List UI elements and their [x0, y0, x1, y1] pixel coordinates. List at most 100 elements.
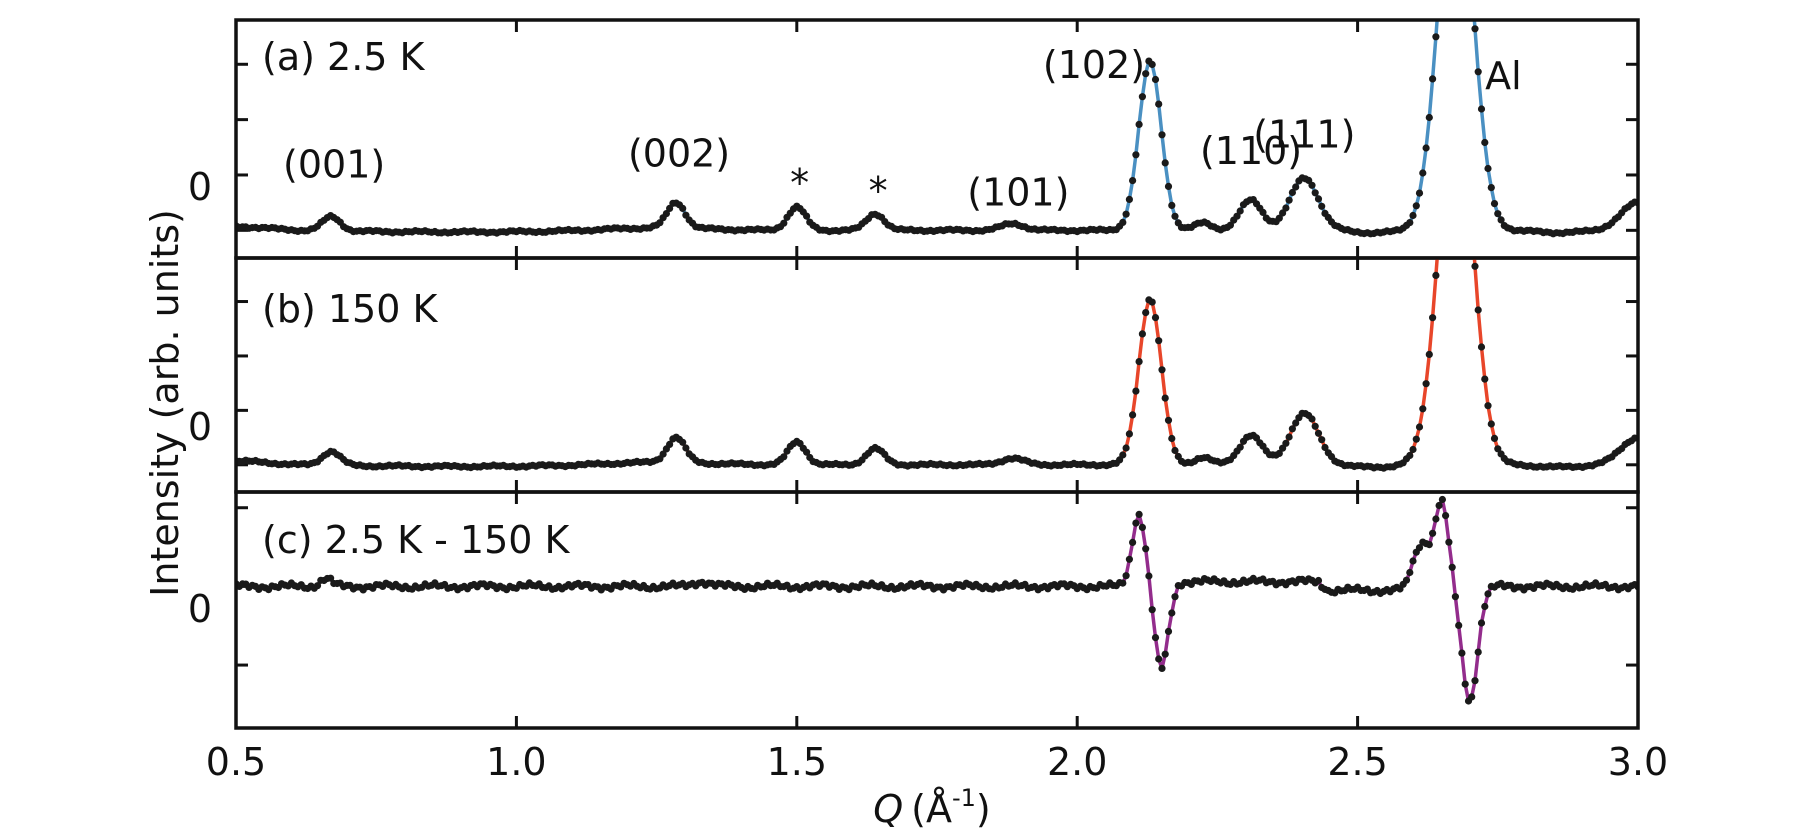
data-point [1275, 214, 1283, 222]
x-axis-label-unit: (Å [911, 787, 952, 831]
data-point [1138, 93, 1146, 101]
data-point [313, 582, 322, 590]
data-point [1308, 415, 1316, 423]
data-point [1236, 443, 1244, 451]
data-point [1409, 557, 1417, 565]
data-point [1132, 387, 1140, 395]
data-point [1122, 444, 1130, 452]
data-point [1462, 135, 1469, 142]
data-point [1125, 195, 1133, 203]
data-point [1477, 105, 1486, 113]
data-point [662, 210, 671, 218]
data-point [1474, 306, 1482, 314]
data-point [1292, 419, 1300, 427]
data-point [1497, 216, 1505, 224]
data-point [1282, 204, 1290, 212]
data-point [1155, 655, 1163, 663]
data-point [1292, 183, 1300, 191]
peak-annotation: (110) [1200, 129, 1302, 173]
data-point [1158, 366, 1166, 374]
data-point [1311, 189, 1319, 197]
panel-a-data [236, 20, 1638, 238]
peak-annotation: * [869, 169, 888, 213]
data-point [1132, 519, 1140, 527]
data-point [1415, 423, 1424, 431]
x-axis-label-exponent: -1 [952, 784, 976, 812]
data-point [1125, 430, 1133, 438]
data-point [1481, 602, 1489, 611]
data-point [1484, 402, 1492, 410]
data-point [1474, 68, 1482, 76]
x-axis-label-close: ) [976, 787, 991, 831]
panel-c-frame [234, 490, 1640, 730]
data-point [1168, 434, 1176, 443]
data-point [1148, 606, 1156, 614]
data-point [1129, 538, 1137, 547]
data-point [1164, 416, 1173, 424]
data-point [1425, 541, 1433, 549]
data-point [1490, 200, 1499, 208]
data-point [1435, 501, 1443, 510]
data-point [1164, 627, 1173, 636]
data-point [1164, 182, 1173, 190]
data-point [1142, 70, 1150, 78]
data-point [1148, 60, 1156, 69]
data-point [1442, 511, 1450, 520]
data-point [1487, 184, 1495, 192]
panel-b-zero-label: 0 [188, 405, 212, 449]
data-point [1458, 104, 1465, 111]
data-point [780, 453, 788, 461]
data-point [1412, 435, 1420, 443]
data-point [666, 204, 674, 212]
x-tick-label: 3.0 [1608, 740, 1668, 784]
data-point [1151, 75, 1160, 84]
data-point [1487, 420, 1495, 428]
data-point [1155, 337, 1163, 345]
data-point [1432, 271, 1440, 279]
data-point [1481, 138, 1489, 147]
data-point [1314, 195, 1323, 203]
data-point [1471, 677, 1479, 685]
data-point [1449, 89, 1456, 96]
data-point [803, 212, 811, 220]
data-point [1233, 212, 1241, 220]
data-point [679, 438, 687, 446]
panel-b-label: (b) 150 K [262, 287, 438, 331]
data-point [1148, 298, 1156, 306]
peak-annotation: Al [1485, 54, 1522, 98]
data-point [1429, 529, 1437, 537]
data-point [1135, 358, 1143, 366]
data-point [1415, 544, 1424, 552]
data-point [803, 448, 811, 456]
data-point [1236, 207, 1244, 215]
data-point [1161, 394, 1169, 402]
data-point [1477, 343, 1486, 351]
data-point [1455, 86, 1462, 93]
x-tick-label: 1.0 [486, 740, 546, 784]
data-point [1129, 177, 1137, 185]
data-point [1484, 164, 1492, 173]
data-point [1429, 314, 1437, 322]
data-point [1494, 445, 1502, 453]
panel-a: (a) 2.5 K 0 (001) (002) * * (101) (102) (110)(… [188, 18, 1640, 260]
data-point [1439, 184, 1446, 191]
data-point [1494, 210, 1502, 218]
data-point [1158, 131, 1166, 139]
data-point [1409, 211, 1417, 220]
data-point [1288, 425, 1296, 433]
data-point [1465, 175, 1472, 182]
data-point [1452, 79, 1459, 86]
data-point [1135, 120, 1143, 128]
x-tick-label: 0.5 [206, 740, 266, 784]
data-point [1168, 201, 1176, 209]
data-point [659, 450, 667, 458]
data-point [1419, 169, 1427, 177]
data-point [1119, 579, 1127, 587]
data-point [1311, 422, 1319, 430]
panel-b: (b) 150 K 0 [188, 79, 1640, 494]
data-point [1484, 590, 1492, 598]
data-point [1321, 443, 1329, 452]
data-point [1402, 576, 1411, 584]
data-point [1477, 619, 1486, 627]
panel-c-data [236, 495, 1638, 705]
